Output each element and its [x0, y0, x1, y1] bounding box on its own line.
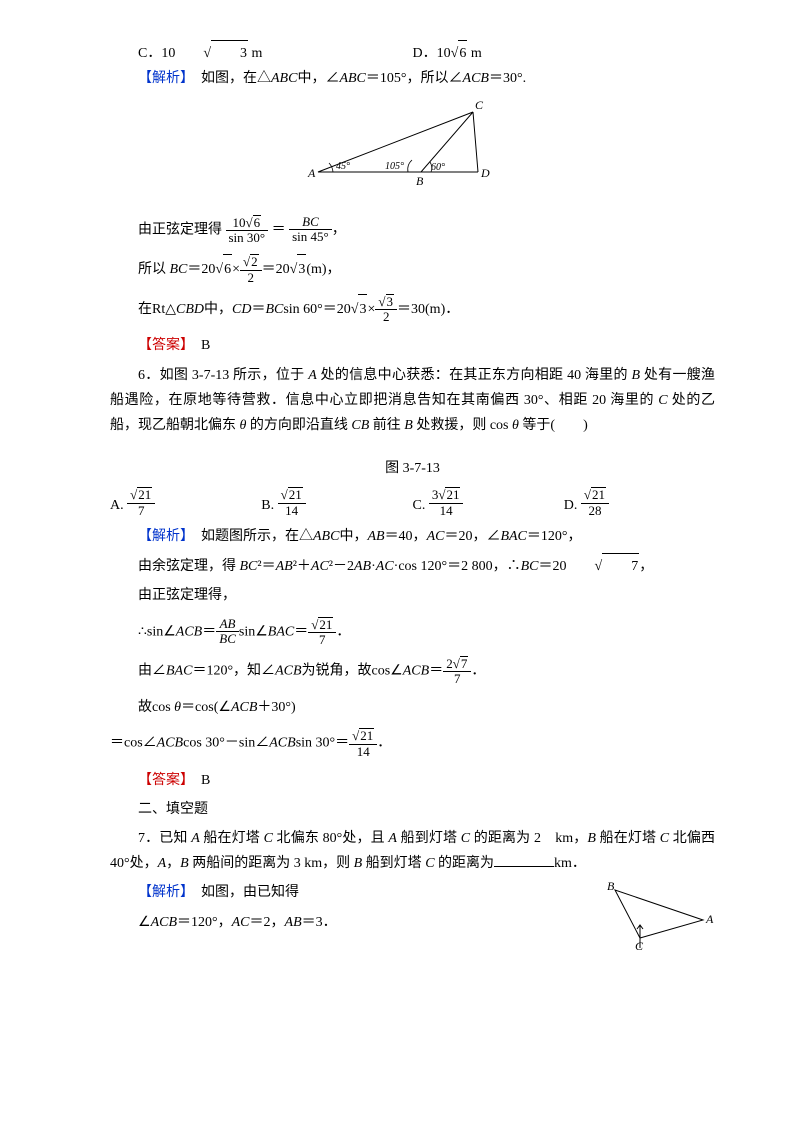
- q6-answer: 【答案】 B: [110, 768, 715, 793]
- q6-opt-a: A. 217: [110, 487, 261, 518]
- abc2: ABC: [339, 71, 365, 86]
- q5-analysis-line: 【解析】 如图，在△ABC中，∠ABC＝105°，所以∠ACB＝30°.: [110, 66, 715, 91]
- eq: ＝: [272, 222, 286, 237]
- fig-b: B: [416, 174, 424, 188]
- fig-d: D: [480, 166, 490, 180]
- blank-input[interactable]: [494, 852, 554, 867]
- q7-stem: 7．已知 A 船在灯塔 C 北偏东 80°处，且 A 船到灯塔 C 的距离为 2…: [110, 826, 715, 876]
- q5-rt-cbd: 在Rt△CBD中，CD＝BCsin 60°＝203×32＝30(m)．: [138, 294, 715, 326]
- q6-analysis1: 【解析】 如题图所示，在△ABC中，AB＝40，AC＝20，∠BAC＝120°，: [110, 524, 715, 549]
- q5-optd-prefix: D．10: [413, 46, 451, 61]
- fig-c: C: [475, 98, 484, 112]
- q6-cosine: 由余弦定理，得 BC²＝AB²＋AC²－2AB·AC·cos 120°＝2 80…: [110, 553, 715, 579]
- q5-optc-prefix: C．10: [138, 46, 175, 61]
- q5-answer: 【答案】 B: [110, 333, 715, 358]
- t: 由正弦定理得: [138, 222, 222, 237]
- document-page: C．103 m D．106 m 【解析】 如图，在△ABC中，∠ABC＝105°…: [0, 0, 800, 1132]
- t: ＝105°，所以∠: [366, 71, 463, 86]
- q6-options: A. 217 B. 2114 C. 32114 D. 2128: [110, 487, 715, 518]
- fig-45: 45°: [336, 161, 350, 172]
- q6-fig-label: 图 3-7-13: [110, 456, 715, 481]
- q6-cos-acb: 由∠BAC＝120°，知∠ACB为锐角，故cos∠ACB＝277．: [138, 656, 715, 687]
- q5-optd-unit: m: [467, 46, 481, 61]
- fig-60: 60°: [431, 162, 445, 173]
- answer-label: 【答案】: [138, 338, 187, 353]
- svg-text:A: A: [705, 912, 714, 926]
- t: 如图，在△: [187, 71, 271, 86]
- q5-sine-rule: 由正弦定理得 106sin 30° ＝ BCsin 45°，: [138, 215, 715, 246]
- q6-sine-label: 由正弦定理得，: [110, 583, 715, 608]
- q6-opt-b: B. 2114: [261, 487, 412, 518]
- q7-figure: B A C: [585, 880, 715, 959]
- section-2-title: 二、填空题: [110, 797, 715, 822]
- t: 中，∠: [297, 71, 339, 86]
- q5-figure: A B C D 45° 105° 60°: [110, 97, 715, 206]
- q5-optc-rad: 3: [211, 40, 248, 66]
- q5-option-d: D．10 6 m: [413, 40, 716, 66]
- svg-text:B: B: [607, 880, 615, 893]
- q6-cos-theta2: ＝cos∠ACBcos 30°－sin∠ACBsin 30°＝2114．: [110, 728, 715, 759]
- q5-options-cd: C．10 3 m D．10 6 m: [110, 40, 715, 66]
- t: ＝30°.: [489, 71, 526, 86]
- q7-analysis-block: B A C 【解析】 如图，由已知得 ∠ACB＝120°，AC＝2，AB＝3．: [110, 880, 715, 959]
- fig-105: 105°: [385, 161, 404, 172]
- q6-opt-d: D. 2128: [564, 487, 715, 518]
- svg-text:C: C: [635, 939, 644, 950]
- analysis-label: 【解析】: [138, 71, 187, 86]
- q6-cos-theta1: 故cos θ＝cos(∠ACB＋30°): [110, 695, 715, 720]
- q6-sin-acb: ∴sin∠ACB＝ABBCsin∠BAC＝217．: [138, 617, 715, 648]
- answer-text: B: [187, 338, 210, 353]
- acb: ACB: [463, 71, 489, 86]
- fig-a: A: [307, 166, 316, 180]
- abc: ABC: [271, 71, 297, 86]
- q5-bc-calc: 所以 BC＝206×22＝203(m)，: [138, 254, 715, 286]
- q5-optc-unit: m: [248, 46, 262, 61]
- q5-option-c: C．10 3 m: [110, 40, 413, 66]
- q6-stem: 6．如图 3-7-13 所示，位于 A 处的信息中心获悉：在其正东方向相距 40…: [110, 363, 715, 439]
- q6-opt-c: C. 32114: [413, 487, 564, 518]
- q5-optd-rad: 6: [458, 40, 467, 66]
